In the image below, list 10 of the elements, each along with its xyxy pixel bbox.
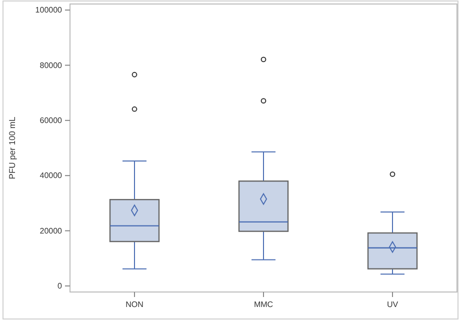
y-tick-label: 20000 <box>40 226 63 236</box>
y-tick-label: 80000 <box>40 60 63 70</box>
x-tick-label: UV <box>386 300 399 310</box>
y-tick-label: 0 <box>58 281 63 290</box>
x-tick-label: MMC <box>254 300 274 310</box>
y-tick-label: 60000 <box>40 116 63 125</box>
y-tick-label: 40000 <box>40 171 63 180</box>
y-axis-title: PFU per 100 mL <box>7 116 17 180</box>
x-tick-label: NON <box>126 300 144 310</box>
y-tick-label: 100000 <box>35 6 63 15</box>
